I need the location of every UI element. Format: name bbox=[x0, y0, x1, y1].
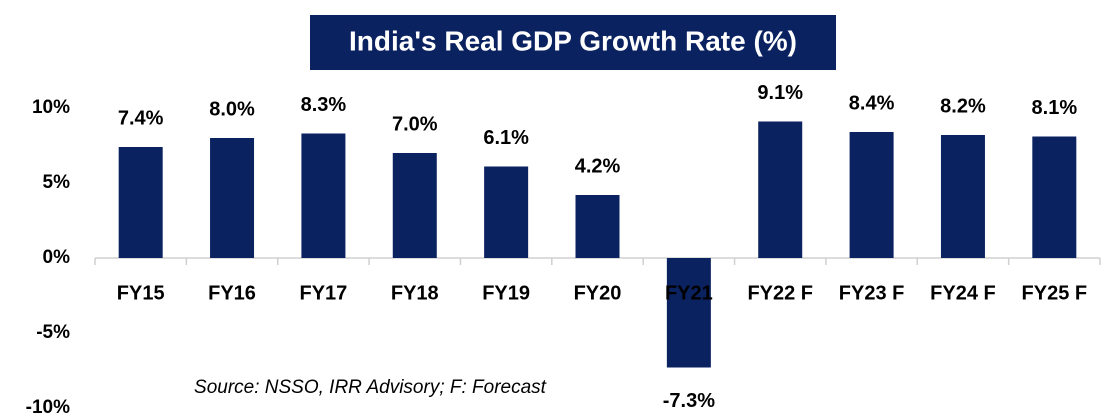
bar bbox=[758, 121, 803, 258]
data-label: 8.1% bbox=[1032, 97, 1078, 119]
x-tick-label: FY25 F bbox=[1022, 282, 1088, 304]
x-tick-label: FY22 F bbox=[747, 282, 813, 304]
data-label: 8.3% bbox=[301, 94, 347, 116]
y-tick-label: -5% bbox=[36, 322, 70, 343]
bar bbox=[210, 138, 255, 258]
x-tick-label: FY21 bbox=[665, 282, 713, 304]
x-tick-label: FY16 bbox=[208, 282, 256, 304]
x-tick-label: FY19 bbox=[482, 282, 530, 304]
data-label: 4.2% bbox=[575, 155, 621, 177]
title-box bbox=[310, 15, 836, 70]
bar bbox=[1032, 136, 1077, 258]
x-tick-label: FY17 bbox=[300, 282, 348, 304]
bar bbox=[575, 195, 620, 258]
y-tick-label: 5% bbox=[43, 172, 71, 193]
bar bbox=[849, 132, 894, 258]
bar bbox=[940, 135, 985, 258]
data-label: 8.0% bbox=[209, 98, 255, 120]
source-note: Source: NSSO, IRR Advisory; F: Forecast bbox=[194, 377, 547, 398]
bar bbox=[118, 147, 163, 258]
chart-title: India's Real GDP Growth Rate (%) bbox=[349, 25, 797, 56]
data-label: 8.4% bbox=[849, 92, 895, 114]
y-tick-label: 10% bbox=[32, 97, 70, 118]
x-tick-label: FY24 F bbox=[930, 282, 996, 304]
data-label: 6.1% bbox=[483, 127, 529, 149]
data-label: 8.2% bbox=[940, 95, 986, 117]
bar bbox=[301, 133, 346, 258]
y-tick-label: -10% bbox=[26, 397, 70, 417]
data-label: 7.4% bbox=[118, 107, 164, 129]
data-label: 9.1% bbox=[757, 82, 803, 104]
bar bbox=[484, 166, 529, 258]
bar bbox=[392, 153, 437, 258]
x-tick-label: FY15 bbox=[117, 282, 165, 304]
bar bbox=[666, 258, 711, 368]
data-label: 7.0% bbox=[392, 113, 438, 135]
data-label: -7.3% bbox=[663, 390, 715, 412]
x-tick-label: FY20 bbox=[574, 282, 622, 304]
x-tick-label: FY18 bbox=[391, 282, 439, 304]
x-tick-label: FY23 F bbox=[839, 282, 905, 304]
y-tick-label: 0% bbox=[43, 247, 71, 268]
